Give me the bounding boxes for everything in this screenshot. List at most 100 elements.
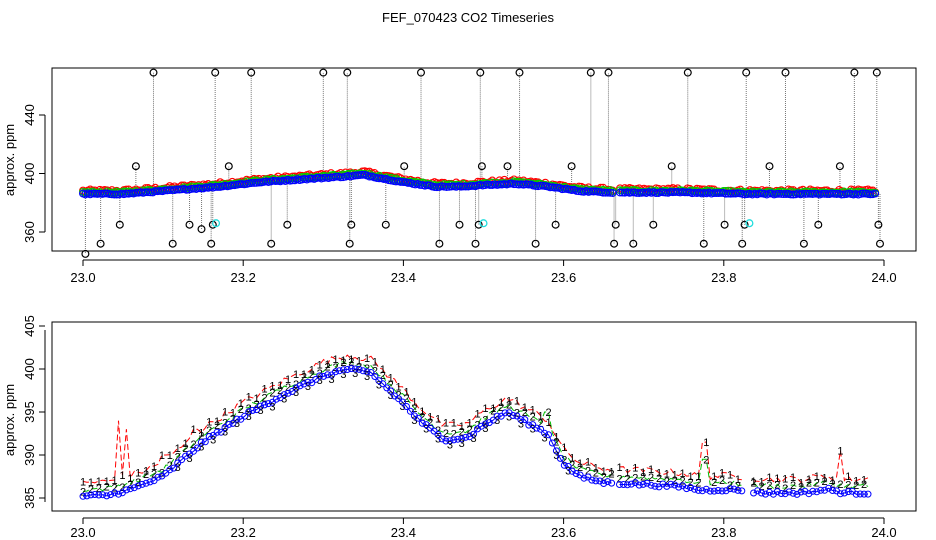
series-3-point: [762, 490, 769, 498]
bottom-y-axis: 385 390 395 400 405: [22, 315, 46, 509]
series-2-marker: 2: [593, 467, 599, 479]
series-3-point: [142, 479, 150, 487]
series-2-marker: 2: [459, 426, 465, 438]
series-2-marker: 2: [845, 480, 851, 492]
series-3-point: [430, 427, 438, 435]
series-2-marker: 2: [829, 479, 835, 491]
series-1-marker: 1: [719, 468, 725, 480]
series-1-marker: 1: [609, 466, 615, 478]
series-2-marker: 2: [254, 399, 260, 411]
series-2-marker: 2: [143, 469, 149, 481]
series-2-marker: 2: [711, 477, 717, 489]
series-1-marker: 1: [183, 438, 189, 450]
series-3-point: [254, 178, 263, 187]
series-3-point: [517, 416, 525, 424]
series-3-marker: 3: [222, 427, 228, 439]
series-1-marker: 1: [569, 453, 575, 465]
top-x-tick-label: 23.0: [70, 270, 95, 285]
series-3-marker: 3: [175, 462, 181, 474]
series-2-marker: 2: [632, 472, 638, 484]
series-3-point: [430, 183, 439, 191]
series-3-point: [730, 485, 738, 493]
outlier-point: [850, 68, 859, 77]
bottom-y-tick-label: 400: [22, 358, 37, 380]
top-x-tick-label: 23.4: [391, 270, 416, 285]
bottom-x-tick-label: 23.6: [551, 525, 576, 540]
series-3-point: [718, 487, 726, 495]
series-3-point: [734, 486, 742, 494]
series-1-marker: 1: [372, 356, 378, 368]
series-2-marker: 2: [822, 476, 828, 488]
series-3-point: [691, 485, 698, 493]
figure-title: FEF_070423 CO2 Timeseries: [382, 10, 554, 25]
outlier-point: [872, 68, 881, 77]
series-3-point: [229, 419, 237, 427]
series-1-marker: 1: [861, 474, 867, 486]
series-2-marker: 2: [837, 479, 843, 491]
series-2-marker: 2: [853, 480, 859, 492]
outlier-point: [683, 68, 692, 77]
bottom-x-tick-label: 23.2: [231, 525, 256, 540]
series-3-point: [606, 188, 615, 197]
series-3-point: [351, 365, 359, 373]
series-3-point: [197, 438, 205, 446]
series-3-point: [489, 416, 497, 424]
series-1-marker: 1: [664, 469, 670, 481]
series-2-marker: 2: [814, 478, 820, 490]
outlier-point: [611, 220, 620, 229]
series-2-marker: 2: [735, 480, 741, 492]
series-2-marker: 2: [585, 466, 591, 478]
series-3-point: [122, 486, 130, 494]
series-3-point: [170, 464, 178, 472]
series-3-point: [860, 490, 868, 498]
series-3-point: [399, 398, 406, 406]
top-panel: 23.0 23.2 23.4 23.6 23.8 24.0 360 400 440 appro…: [2, 67, 917, 285]
series-3-point: [608, 479, 616, 487]
series-3-point: [182, 185, 191, 194]
series-3-point: [79, 492, 87, 500]
series-2-marker: 2: [451, 428, 457, 440]
series-2-marker: 2: [498, 402, 504, 414]
series-3-point: [493, 412, 501, 420]
outlier-point: [610, 239, 619, 248]
series-3-point: [844, 488, 852, 496]
cyan-point: [479, 219, 488, 228]
outlier-point: [211, 68, 220, 77]
series-3-marker: 3: [364, 371, 370, 383]
series-3-point: [667, 480, 675, 488]
series-3-point: [336, 173, 345, 182]
series-3-point: [694, 486, 702, 494]
series-3-point: [813, 488, 821, 496]
series-3-point: [821, 486, 829, 494]
series-1-marker: 1: [593, 462, 599, 474]
series-1-marker: 1: [435, 414, 441, 426]
series-3-point: [450, 436, 458, 444]
series-1-marker: 1: [553, 432, 559, 444]
series-2-marker: 2: [403, 393, 409, 405]
series-1-marker: 1: [340, 355, 346, 367]
outlier-point: [455, 220, 464, 229]
series-2-marker: 2: [656, 473, 662, 485]
series-3-point: [458, 435, 466, 443]
series-3-point: [777, 490, 785, 497]
series-3-marker: 3: [305, 381, 311, 393]
series-3-point: [422, 421, 430, 429]
series-3-point: [552, 447, 560, 455]
series-2-marker: 2: [214, 420, 220, 432]
series-2-marker: 2: [88, 484, 94, 496]
outlier-point: [515, 68, 524, 77]
series-3-point: [316, 372, 324, 380]
series-3-point: [103, 492, 111, 500]
series-3-point: [146, 188, 155, 197]
series-1-marker: 1: [80, 476, 86, 488]
series-2-marker: 2: [427, 417, 433, 429]
series-3-point: [580, 474, 588, 482]
series-3-point: [193, 444, 201, 452]
series-3-point: [379, 380, 387, 388]
series-3-point: [146, 478, 154, 486]
series-1-marker: 1: [837, 446, 843, 458]
outlier-point: [345, 239, 354, 248]
series-3-point: [773, 488, 781, 496]
series-3-marker: 3: [530, 424, 536, 436]
series-2-marker: 2: [624, 473, 630, 485]
